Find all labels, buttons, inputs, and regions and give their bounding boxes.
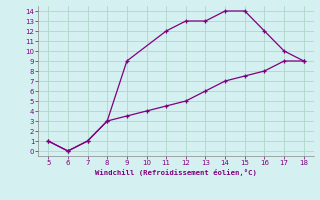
X-axis label: Windchill (Refroidissement éolien,°C): Windchill (Refroidissement éolien,°C) (95, 169, 257, 176)
